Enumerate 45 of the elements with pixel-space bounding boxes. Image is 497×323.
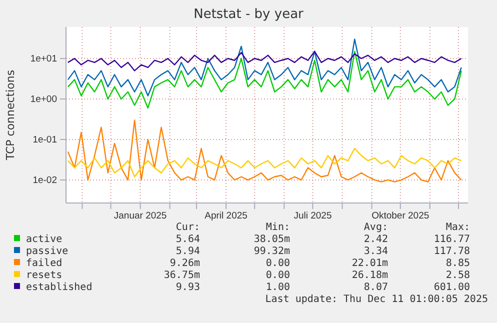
y-tick-label: 1e+00 <box>30 94 57 106</box>
legend-label: passive <box>26 246 68 257</box>
y-tick-label: 1e-02 <box>32 175 57 186</box>
chart-title: Netstat - by year <box>194 7 304 22</box>
x-tick-label: Oktober 2025 <box>372 210 430 222</box>
line-series <box>67 120 462 182</box>
x-tick-label: Januar 2025 <box>114 210 167 222</box>
text: Avg: <box>364 222 388 233</box>
legend-label: active <box>26 234 62 245</box>
x-tick-label: Juli 2025 <box>294 210 332 222</box>
text: 36.75m <box>164 270 200 281</box>
text: 2.58 <box>446 270 470 281</box>
text: 5.94 <box>176 246 200 257</box>
y-axis-title: TCP connections <box>4 70 17 162</box>
text: 3.34 <box>364 246 388 257</box>
x-tick-label: April 2025 <box>204 210 248 222</box>
text: 601.00 <box>434 282 470 293</box>
text: Last update: Thu Dec 11 01:00:05 2025 <box>265 294 488 305</box>
text: 8.85 <box>446 258 470 269</box>
text: 0.00 <box>266 270 290 281</box>
line-series <box>67 38 462 96</box>
legend-label: failed <box>26 258 62 269</box>
text: 8.07 <box>364 282 388 293</box>
line-series <box>67 50 462 109</box>
line-series <box>67 50 462 72</box>
text: 117.78 <box>434 246 470 257</box>
text: Max: <box>446 222 470 233</box>
text: 5.64 <box>176 234 200 245</box>
line-series <box>67 148 462 178</box>
text: 0.00 <box>266 258 290 269</box>
text: 9.93 <box>176 282 200 293</box>
legend-label: established <box>26 282 92 293</box>
y-tick-label: 1e+01 <box>30 54 57 65</box>
text: 116.77 <box>434 234 470 245</box>
text: 26.18m <box>352 270 388 281</box>
text: 1.00 <box>266 282 290 293</box>
text: Cur: <box>176 222 200 233</box>
text: 9.26m <box>170 258 200 269</box>
legend-label: resets <box>26 270 62 281</box>
text: 38.05m <box>254 234 290 245</box>
text: 99.32m <box>254 246 290 257</box>
text: 22.01m <box>352 258 388 269</box>
y-tick-label: 1e-01 <box>32 134 57 146</box>
text: Min: <box>266 222 290 233</box>
text: 2.42 <box>364 234 388 245</box>
